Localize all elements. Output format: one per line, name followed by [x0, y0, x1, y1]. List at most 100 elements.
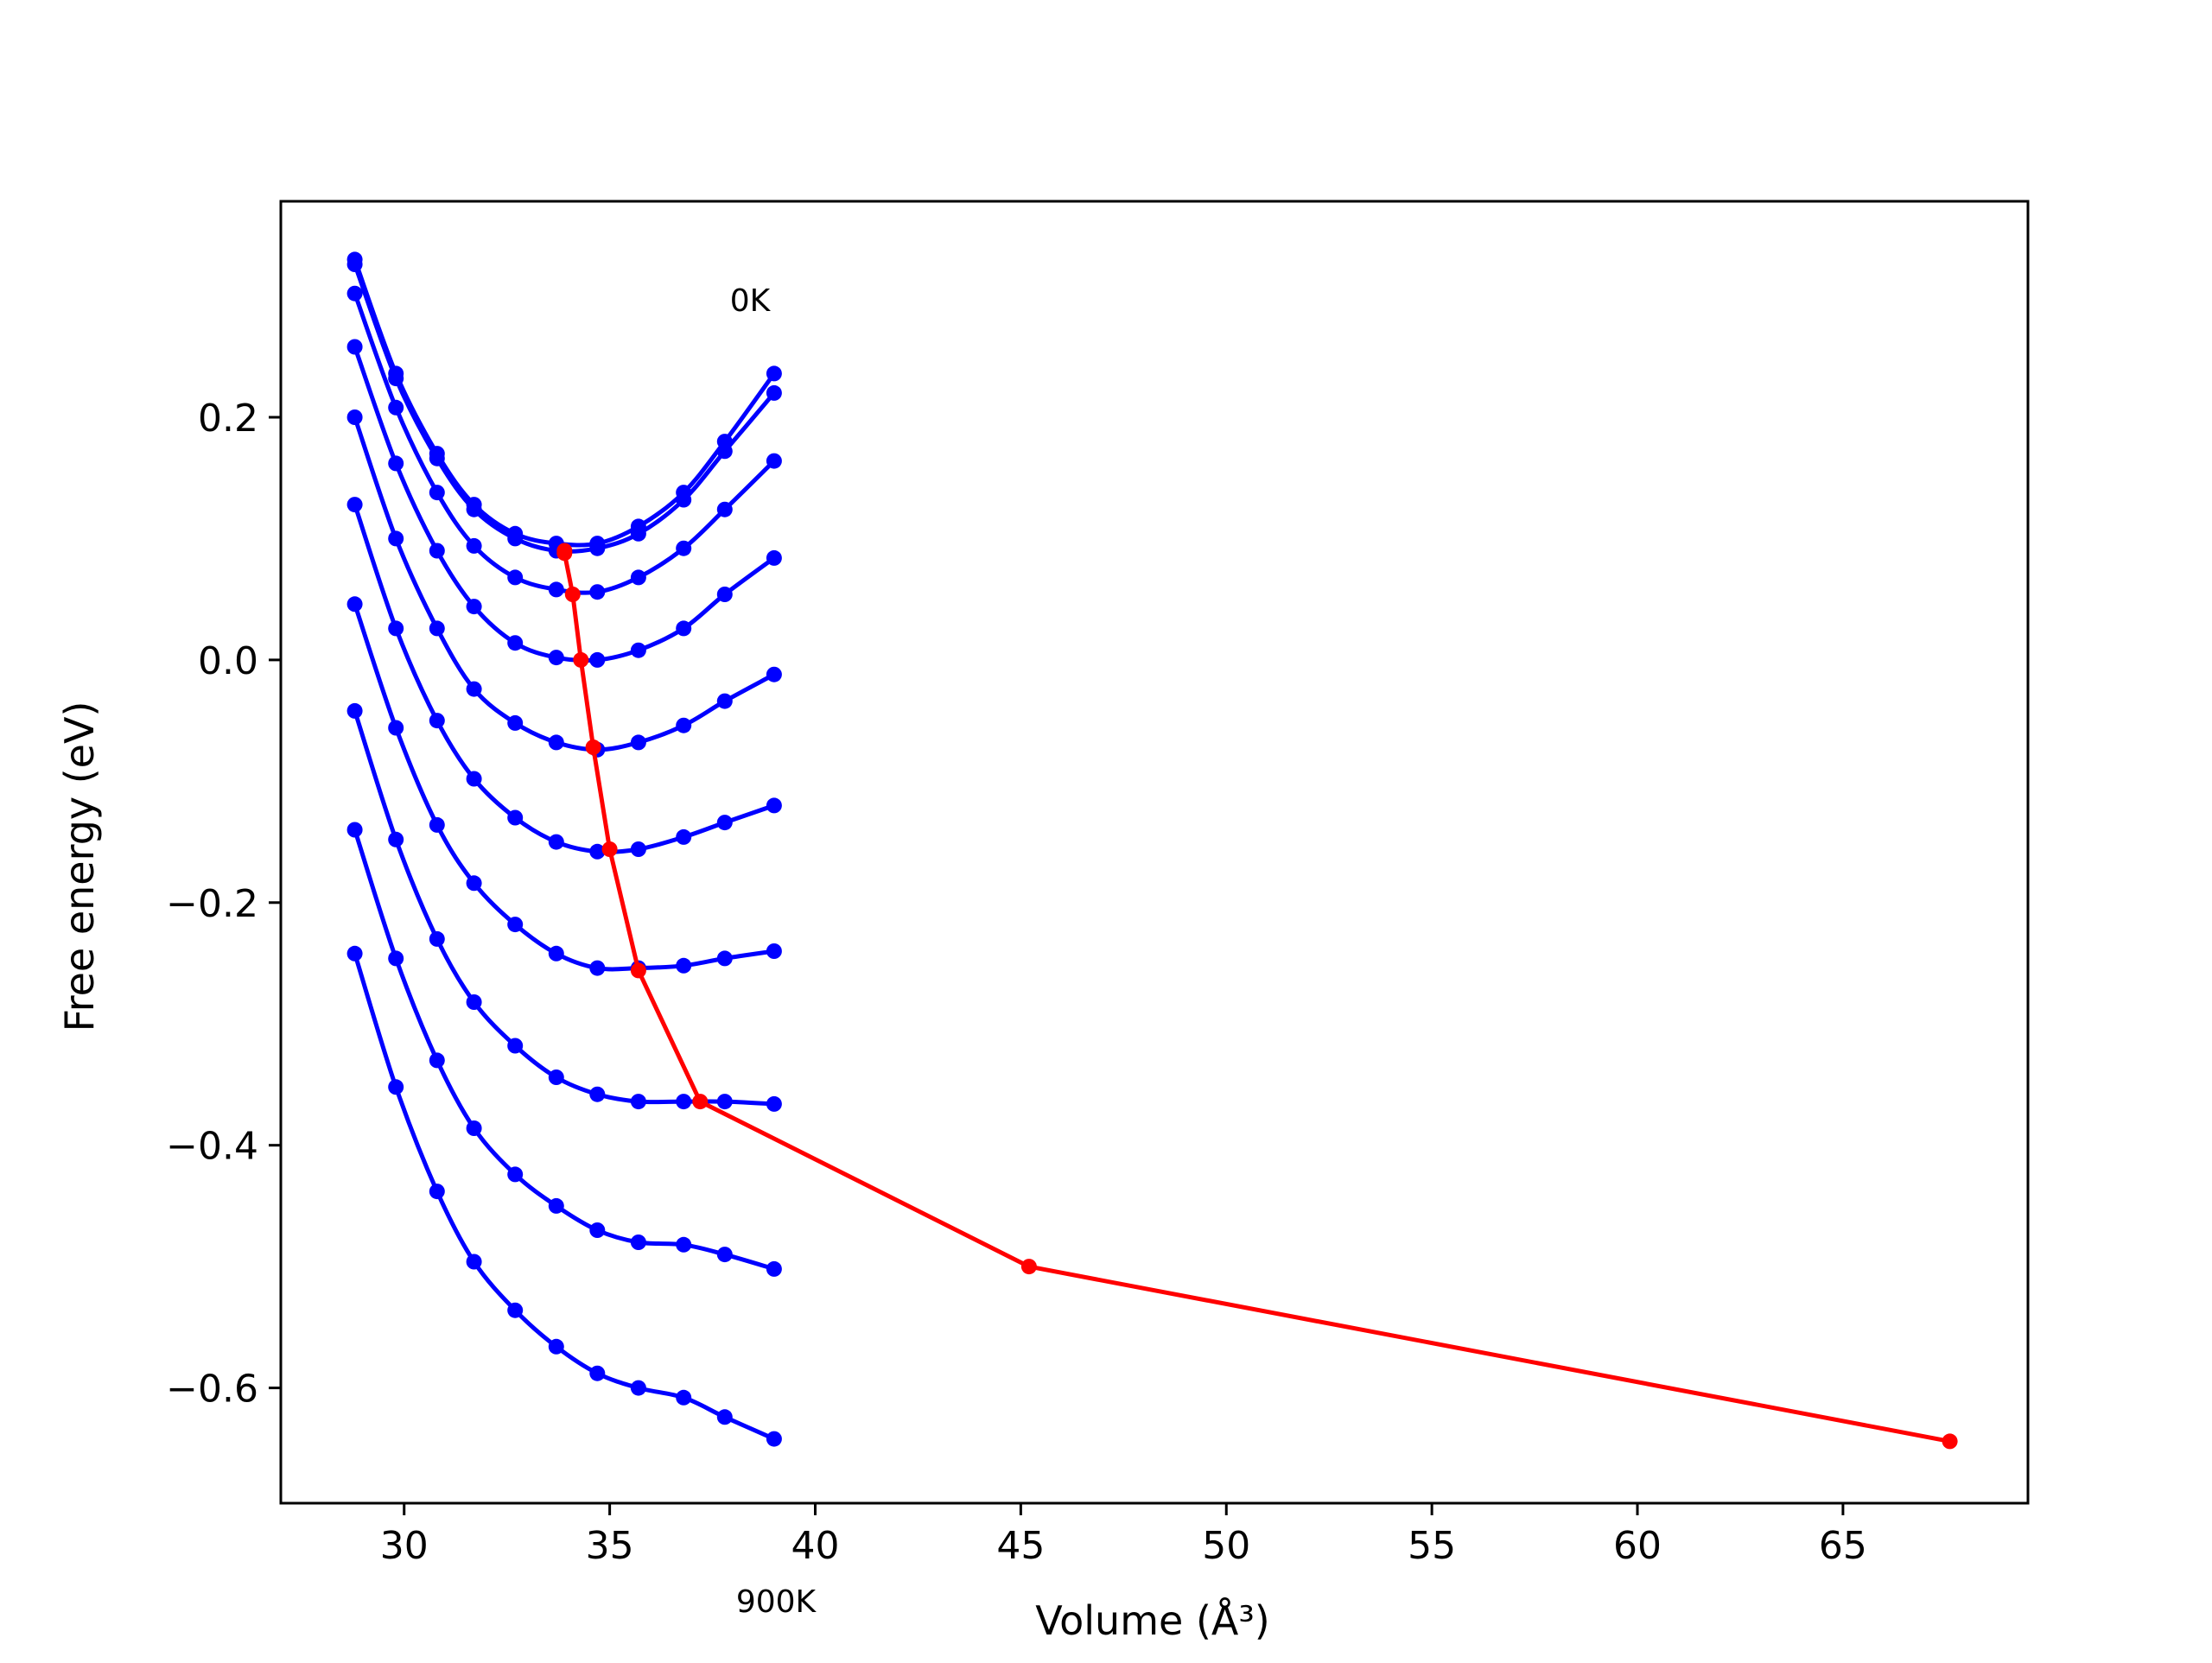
isotherm-4-point-7 [630, 734, 646, 751]
x-tick-label-1: 35 [586, 1524, 634, 1568]
isotherm-7-point-3 [466, 994, 482, 1010]
isotherm-3-point-6 [589, 651, 606, 668]
isotherm-8-point-4 [507, 1166, 524, 1183]
isotherm-1-point-4 [507, 530, 524, 547]
minimum-path-point-7 [692, 1094, 709, 1110]
isotherm-6-point-3 [466, 875, 482, 892]
isotherm-1-point-6 [589, 540, 606, 556]
isotherm-9-point-0 [346, 945, 363, 962]
isotherm-8-point-1 [388, 950, 404, 967]
isotherm-1-point-0 [346, 257, 363, 272]
isotherm-curve-2 [353, 292, 776, 595]
isotherm-6-point-2 [429, 816, 445, 833]
isotherm-9-point-10 [766, 1431, 782, 1447]
y-tick-label-2: −0.2 [166, 882, 258, 926]
plot-frame [279, 200, 2030, 1505]
isotherm-curve-3 [353, 346, 776, 663]
isotherm-2-point-6 [589, 584, 606, 600]
isotherm-8-point-7 [630, 1235, 646, 1250]
isotherm-7-point-6 [589, 1086, 606, 1102]
isotherm-8-point-2 [429, 1052, 445, 1069]
isotherm-2-point-3 [466, 537, 482, 554]
isotherm-6-point-9 [716, 950, 733, 967]
isotherm-2-point-0 [346, 285, 363, 301]
isotherm-2-point-5 [548, 581, 564, 598]
isotherm-0-point-10 [766, 365, 782, 382]
isotherm-4-point-10 [766, 666, 782, 682]
isotherm-2-point-9 [716, 501, 733, 517]
isotherm-3-point-10 [766, 549, 782, 566]
x-tick-label-7: 65 [1819, 1524, 1867, 1568]
isotherm-5-point-9 [716, 815, 733, 831]
isotherm-9-point-8 [676, 1389, 692, 1406]
isotherm-2-point-7 [630, 569, 646, 586]
isotherm-1-point-8 [676, 492, 692, 508]
isotherm-9-point-7 [630, 1380, 646, 1396]
isotherm-6-point-6 [589, 960, 606, 976]
isotherm-3-point-4 [507, 635, 524, 651]
isotherm-4-point-2 [429, 620, 445, 637]
isotherm-4-point-1 [388, 530, 404, 547]
isotherm-1-point-10 [766, 384, 782, 401]
isotherm-7-point-5 [548, 1070, 564, 1085]
isotherm-7-point-10 [766, 1095, 782, 1112]
isotherm-8-point-5 [548, 1197, 564, 1214]
minimum-path-point-1 [556, 545, 573, 562]
isotherm-4-point-3 [466, 681, 482, 697]
isotherm-9-point-9 [716, 1409, 733, 1425]
isotherm-7-point-0 [346, 702, 363, 719]
isotherm-8-point-6 [589, 1222, 606, 1238]
isotherm-1-point-9 [716, 443, 733, 460]
isotherm-5-point-2 [429, 713, 445, 729]
minimum-path-point-4 [585, 739, 601, 755]
data-layer [346, 251, 1958, 1450]
minimum-path-point-8 [1020, 1259, 1037, 1275]
isotherm-6-point-4 [507, 917, 524, 933]
x-tick-label-0: 30 [380, 1524, 429, 1568]
isotherm-9-point-1 [388, 1079, 404, 1095]
isotherm-7-point-9 [716, 1094, 733, 1110]
x-axis-label: Volume (Å³) [1035, 1597, 1270, 1644]
isotherm-curve-4 [353, 416, 776, 752]
y-tick-label-4: −0.6 [166, 1368, 258, 1412]
isotherm-7-point-7 [630, 1094, 646, 1110]
isotherm-5-point-3 [466, 771, 482, 787]
isotherm-6-point-0 [346, 596, 363, 613]
minimum-path-point-9 [1942, 1433, 1958, 1450]
isotherm-5-point-1 [388, 620, 404, 637]
isotherm-2-point-4 [507, 569, 524, 586]
y-tick-label-1: 0.0 [198, 639, 258, 683]
isotherm-7-point-8 [676, 1094, 692, 1110]
isotherm-9-point-5 [548, 1338, 564, 1355]
isotherm-4-point-4 [507, 714, 524, 731]
isotherm-2-point-1 [388, 399, 404, 416]
isotherm-3-point-0 [346, 339, 363, 355]
isotherm-1-point-7 [630, 525, 646, 542]
isotherm-3-point-3 [466, 599, 482, 615]
isotherm-5-point-4 [507, 809, 524, 826]
isotherm-5-point-6 [589, 843, 606, 860]
isotherm-7-point-1 [388, 831, 404, 847]
isotherm-9-point-2 [429, 1184, 445, 1200]
isotherm-7-point-2 [429, 930, 445, 947]
isotherm-5-point-0 [346, 497, 363, 513]
y-axis-label: Free energy (eV) [56, 701, 103, 1032]
isotherm-6-point-1 [388, 720, 404, 736]
isotherm-8-point-0 [346, 822, 363, 838]
y-tick-label-3: −0.4 [166, 1125, 258, 1169]
isotherm-1-point-3 [466, 501, 482, 517]
isotherm-6-point-8 [676, 957, 692, 974]
isotherm-8-point-9 [716, 1247, 733, 1263]
isotherm-5-point-8 [676, 828, 692, 845]
isotherm-2-point-10 [766, 453, 782, 469]
isotherm-4-point-8 [676, 717, 692, 733]
isotherm-8-point-10 [766, 1260, 782, 1277]
x-tick-label-3: 45 [996, 1524, 1045, 1568]
isotherm-2-point-8 [676, 540, 692, 556]
isotherm-5-point-7 [630, 841, 646, 857]
annotation-900k: 900K [736, 1584, 817, 1620]
isotherm-5-point-5 [548, 834, 564, 850]
minimum-path-point-3 [573, 651, 589, 668]
